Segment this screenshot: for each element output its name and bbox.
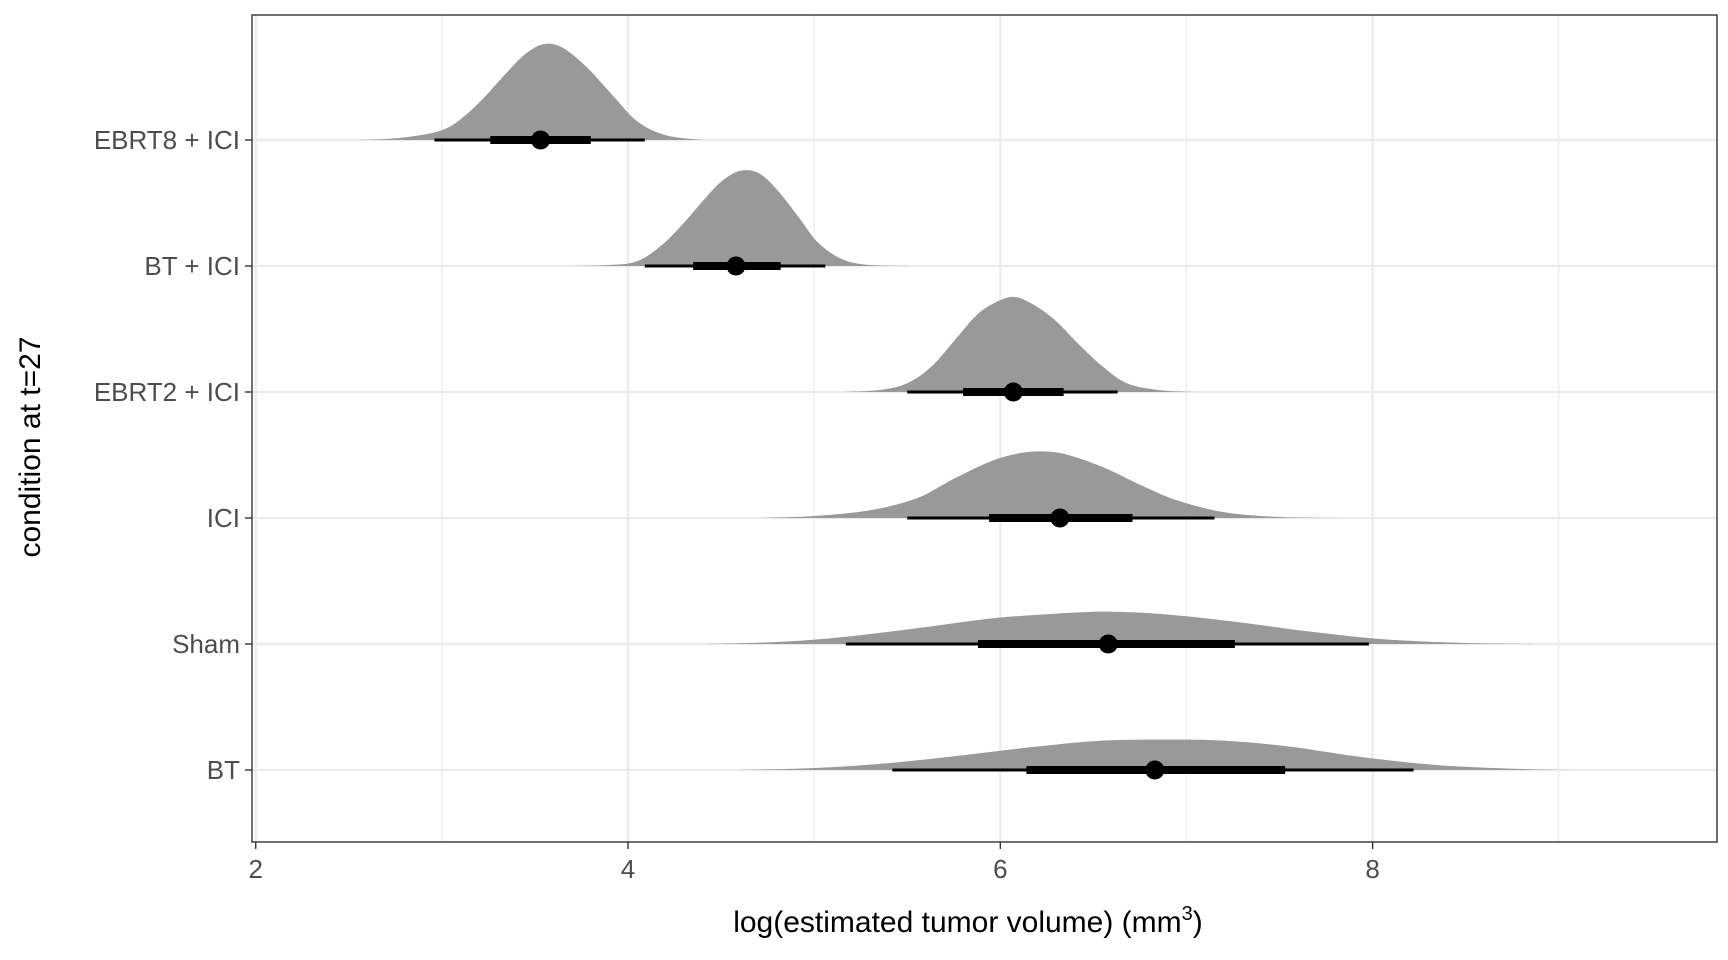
halfeye-ebrt8-ici — [358, 43, 703, 150]
density-area — [358, 43, 703, 140]
y-tick-label: BT + ICI — [144, 251, 240, 281]
x-axis-title: log(estimated tumor volume) (mm3) — [733, 903, 1203, 939]
y-tick-label: BT — [207, 755, 240, 785]
axes: 2 4 6 8 EBRT8 + ICI BT + ICI EBRT2 + ICI ICI Sha… — [94, 125, 1380, 884]
panel-border — [251, 14, 1718, 843]
x-tick-label: 4 — [621, 854, 635, 884]
median-point — [1098, 634, 1118, 654]
halfeye-sham — [702, 611, 1541, 654]
density-area — [758, 451, 1345, 518]
halfeye-bt — [739, 739, 1578, 780]
y-tick-label: EBRT8 + ICI — [94, 125, 240, 155]
x-tick-label: 8 — [1365, 854, 1379, 884]
halfeye-bt-ici — [572, 170, 917, 276]
median-point — [1003, 382, 1023, 402]
density-area — [739, 739, 1578, 770]
density-area — [702, 611, 1541, 644]
y-axis-title: condition at t=27 — [14, 336, 47, 557]
y-tick-label: Sham — [172, 629, 240, 659]
halfeye-ebrt2-ici — [842, 296, 1196, 402]
density-area — [842, 296, 1196, 392]
x-tick-label: 6 — [993, 854, 1007, 884]
distribution-marks — [358, 43, 1578, 780]
median-point — [726, 256, 746, 276]
median-point — [531, 130, 551, 150]
x-tick-label: 2 — [248, 854, 262, 884]
y-tick-label: EBRT2 + ICI — [94, 377, 240, 407]
median-point — [1145, 760, 1165, 780]
median-point — [1050, 508, 1070, 528]
density-area — [572, 170, 917, 266]
y-tick-label: ICI — [207, 503, 240, 533]
halfeye-ici — [758, 451, 1345, 528]
